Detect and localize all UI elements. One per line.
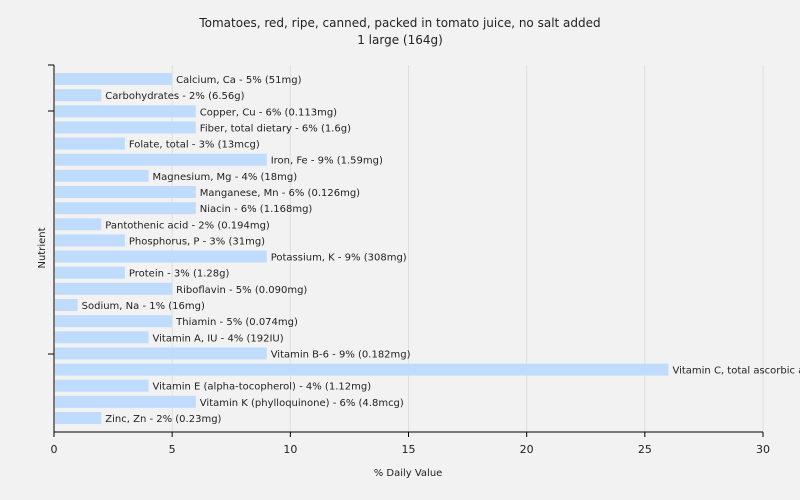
bar-label-4: Folate, total - 3% (13mcg) (129, 140, 260, 151)
bar-label-21: Zinc, Zn - 2% (0.23mg) (105, 414, 221, 425)
bar-1 (55, 89, 102, 102)
bar-labels: Calcium, Ca - 5% (51mg) Carbohydrates - 2… (82, 75, 800, 425)
axes (48, 64, 764, 437)
bar-5 (55, 153, 267, 166)
bar-label-13: Riboflavin - 5% (0.090mg) (176, 285, 307, 296)
x-tick-label-3: 15 (402, 443, 416, 456)
chart-subtitle: 1 large (164g) (357, 33, 443, 47)
bar-18 (55, 363, 669, 376)
bar-2 (55, 105, 196, 118)
x-tick-label-6: 30 (756, 443, 770, 456)
bar-label-3: Fiber, total dietary - 6% (1.6g) (200, 123, 351, 134)
bar-14 (55, 299, 78, 311)
x-tick-label-2: 10 (283, 443, 297, 456)
bar-label-17: Vitamin B-6 - 9% (0.182mg) (271, 349, 411, 360)
y-axis-title: Nutrient (37, 227, 48, 268)
bar-8 (55, 202, 196, 215)
bar-label-16: Vitamin A, IU - 4% (192IU) (153, 333, 284, 344)
bar-16 (55, 331, 149, 344)
bar-3 (55, 121, 196, 134)
bar-20 (55, 395, 196, 408)
bar-label-12: Protein - 3% (1.28g) (129, 269, 230, 280)
bar-label-0: Calcium, Ca - 5% (51mg) (176, 75, 301, 86)
bar-label-1: Carbohydrates - 2% (6.56g) (105, 91, 244, 102)
bar-label-5: Iron, Fe - 9% (1.59mg) (271, 156, 383, 167)
x-tick-labels: 0 5 10 15 20 25 30 (51, 443, 771, 456)
bar-0 (55, 73, 173, 85)
x-axis-title: % Daily Value (374, 468, 443, 479)
bar-label-14: Sodium, Na - 1% (16mg) (82, 301, 205, 312)
x-tick-label-4: 20 (520, 443, 534, 456)
x-tick-label-1: 5 (169, 443, 176, 456)
bar-21 (55, 412, 102, 424)
bar-label-15: Thiamin - 5% (0.074mg) (175, 317, 298, 328)
chart-title: Tomatoes, red, ripe, canned, packed in t… (198, 16, 600, 30)
bar-4 (55, 137, 125, 150)
x-tick-label-5: 25 (638, 443, 652, 456)
bar-label-10: Phosphorus, P - 3% (31mg) (129, 236, 265, 247)
bar-15 (55, 315, 173, 328)
bar-17 (55, 347, 267, 360)
x-grid (171, 65, 764, 432)
bar-label-20: Vitamin K (phylloquinone) - 6% (4.8mcg) (200, 398, 404, 409)
bar-7 (55, 186, 196, 198)
bar-label-2: Copper, Cu - 6% (0.113mg) (200, 107, 337, 118)
x-tick-label-0: 0 (51, 443, 58, 456)
bar-label-7: Manganese, Mn - 6% (0.126mg) (200, 188, 360, 199)
bar-12 (55, 266, 125, 279)
bar-19 (55, 379, 149, 392)
bar-label-8: Niacin - 6% (1.168mg) (200, 204, 313, 215)
bar-11 (55, 250, 267, 263)
bar-13 (55, 282, 173, 295)
bar-label-6: Magnesium, Mg - 4% (18mg) (153, 172, 298, 183)
bar-10 (55, 234, 125, 247)
bar-label-18: Vitamin C, total ascorbic acid - 26% (15… (672, 366, 800, 377)
bar-label-19: Vitamin E (alpha-tocopherol) - 4% (1.12m… (153, 382, 372, 393)
bars (55, 73, 669, 424)
bar-label-11: Potassium, K - 9% (308mg) (271, 253, 407, 264)
bar-6 (55, 169, 149, 182)
bar-9 (55, 218, 102, 231)
bar-label-9: Pantothenic acid - 2% (0.194mg) (105, 220, 270, 231)
